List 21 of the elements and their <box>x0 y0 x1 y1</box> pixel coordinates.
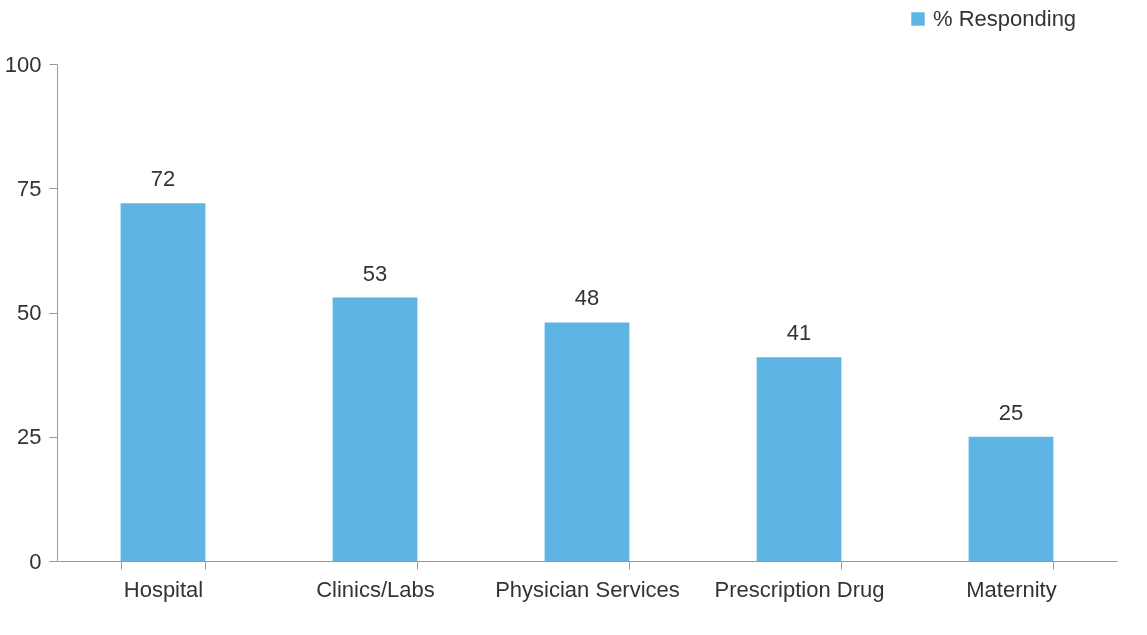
y-tick-label: 100 <box>4 51 42 77</box>
y-tick-label: 75 <box>17 175 42 201</box>
legend-label: % Responding <box>933 6 1077 31</box>
data-label: 72 <box>150 166 176 192</box>
y-tick-label: 25 <box>17 424 42 450</box>
data-label: 41 <box>786 320 812 346</box>
x-tick-label: Hospital <box>123 576 204 602</box>
bar <box>544 322 630 561</box>
x-tick-label: Maternity <box>966 576 1057 602</box>
bar <box>120 203 206 561</box>
y-tick-label: 50 <box>17 300 42 325</box>
bar <box>332 297 418 561</box>
x-tick-label: Clinics/Labs <box>316 576 435 602</box>
bar <box>756 357 842 561</box>
data-label: 25 <box>998 399 1024 425</box>
data-label: 48 <box>574 285 600 311</box>
data-label: 53 <box>362 260 388 286</box>
bar <box>968 436 1054 561</box>
x-tick-label: Physician Services <box>495 576 680 602</box>
y-tick-label: 0 <box>29 548 42 574</box>
x-tick-label: Prescription Drug <box>714 576 885 602</box>
